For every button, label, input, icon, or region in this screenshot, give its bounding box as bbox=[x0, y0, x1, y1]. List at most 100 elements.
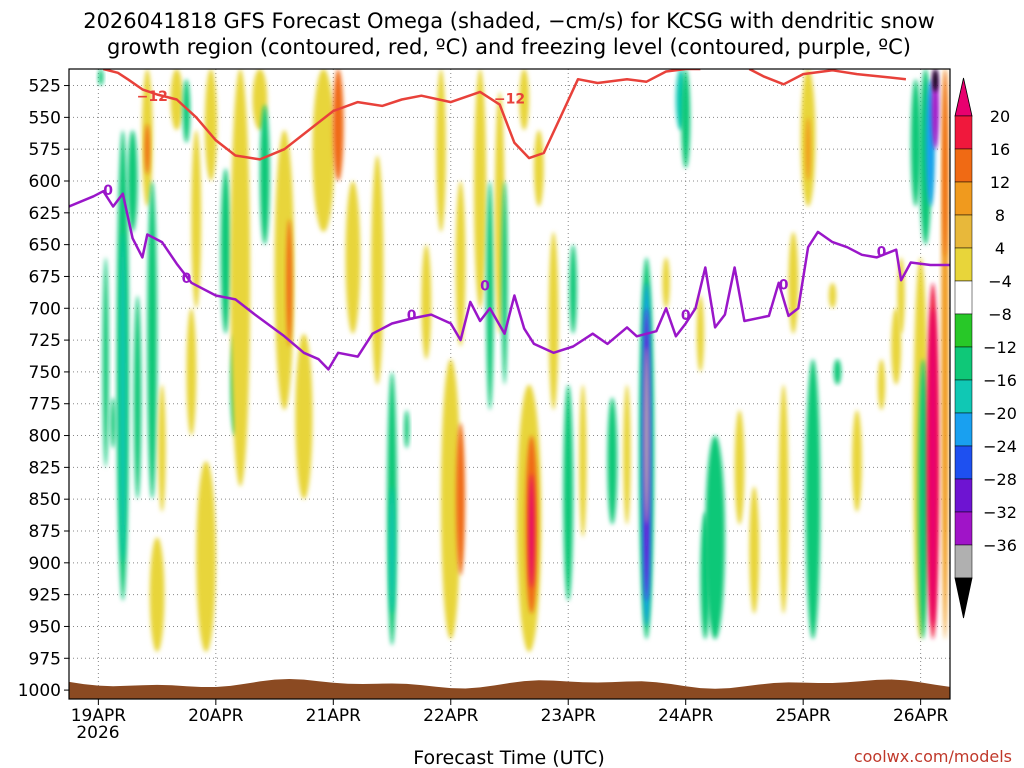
omega-region-51 bbox=[607, 397, 618, 525]
y-tick-label: 1000 bbox=[18, 681, 61, 701]
x-tick-label: 21APR bbox=[306, 706, 362, 726]
plot-area: −12 −12 0 0 0 0 0 0 0 bbox=[68, 68, 951, 700]
colorbar-swatch bbox=[954, 115, 973, 150]
y-tick-label: 950 bbox=[29, 617, 61, 637]
omega-region-28 bbox=[345, 181, 361, 334]
omega-region-24 bbox=[286, 219, 293, 347]
colorbar-label: −20 bbox=[983, 404, 1017, 423]
omega-region-82 bbox=[932, 69, 938, 92]
colorbar-label: −4 bbox=[988, 272, 1012, 291]
omega-region-86 bbox=[942, 69, 948, 258]
omega-region-11 bbox=[158, 384, 166, 512]
omega-region-33 bbox=[421, 244, 432, 360]
colorbar-label: −24 bbox=[983, 437, 1017, 456]
omega-region-50 bbox=[579, 384, 587, 538]
omega-region-6 bbox=[133, 295, 142, 500]
omega-region-25 bbox=[295, 333, 313, 500]
freezing-contour-label: 0 bbox=[681, 308, 691, 324]
x-tick-label: 24APR bbox=[658, 706, 714, 726]
y-tick-label: 825 bbox=[29, 458, 61, 478]
omega-region-42 bbox=[519, 69, 530, 131]
colorbar-label: 8 bbox=[995, 206, 1005, 225]
chart-title-line1: 2026041818 GFS Forecast Omega (shaded, −… bbox=[83, 9, 935, 33]
omega-region-57 bbox=[662, 257, 670, 309]
freezing-contour-label: 0 bbox=[103, 183, 113, 199]
omega-region-8 bbox=[144, 123, 150, 175]
x-tick-label: 26APR bbox=[893, 706, 949, 726]
omega-region-16 bbox=[196, 461, 216, 652]
omega-region-15 bbox=[191, 130, 202, 309]
freezing-contour-label: 0 bbox=[407, 308, 417, 324]
omega-region-31 bbox=[389, 486, 395, 614]
omega-region-78 bbox=[918, 359, 928, 640]
temperature-contours: −12 −12 0 0 0 0 0 0 0 bbox=[69, 69, 950, 371]
omega-region-38 bbox=[474, 69, 487, 309]
colorbar-label: −8 bbox=[988, 305, 1012, 324]
omega-region-76 bbox=[910, 79, 921, 207]
omega-region-35 bbox=[440, 359, 461, 640]
colorbar-swatch bbox=[954, 313, 973, 348]
omega-region-39 bbox=[486, 180, 494, 411]
omega-region-65 bbox=[778, 384, 789, 614]
omega-region-13 bbox=[182, 79, 191, 143]
omega-region-84 bbox=[928, 308, 937, 627]
omega-region-26 bbox=[312, 69, 335, 232]
omega-region-5 bbox=[127, 130, 138, 232]
freezing-contour-label: 0 bbox=[779, 277, 789, 293]
omega-region-71 bbox=[833, 359, 842, 385]
y-tick-label: 625 bbox=[29, 204, 61, 224]
omega-region-18 bbox=[220, 168, 231, 334]
colorbar-legend: 20 16 12 8 4 −4 −8 −12 −16 −20 −24 −28 −32 −36 bbox=[954, 77, 1017, 619]
dgz-contour-label: −12 bbox=[494, 92, 525, 108]
colorbar-label: −32 bbox=[983, 503, 1017, 522]
omega-region-22 bbox=[259, 104, 270, 245]
omega-region-63 bbox=[734, 410, 745, 525]
colorbar-label: 20 bbox=[990, 107, 1010, 126]
omega-region-74 bbox=[891, 308, 902, 385]
dgz-minus12-contour-b bbox=[748, 69, 907, 86]
colorbar-label: 16 bbox=[990, 140, 1010, 159]
omega-shading bbox=[98, 69, 949, 652]
freezing-contour-label: 0 bbox=[480, 279, 490, 295]
x-axis-label: Forecast Time (UTC) bbox=[413, 747, 604, 768]
colorbar-swatch bbox=[954, 379, 973, 414]
y-tick-label: 575 bbox=[29, 140, 61, 160]
omega-region-70 bbox=[828, 282, 837, 309]
y-tick-label: 925 bbox=[29, 586, 61, 606]
omega-region-9 bbox=[147, 181, 158, 500]
colorbar-swatch bbox=[954, 181, 973, 216]
y-tick-label: 975 bbox=[29, 649, 61, 669]
omega-region-4 bbox=[119, 231, 126, 563]
omega-region-81 bbox=[931, 69, 939, 150]
colorbar-label: −16 bbox=[983, 371, 1017, 390]
freezing-contour-label: 0 bbox=[877, 244, 887, 260]
y-tick-label: 850 bbox=[29, 490, 61, 510]
y-tick-label: 700 bbox=[29, 299, 61, 319]
y-tick-label: 600 bbox=[29, 172, 61, 192]
colorbar-label: 4 bbox=[995, 239, 1005, 258]
chart-title-line2: growth region (contoured, red, ºC) and f… bbox=[107, 35, 911, 59]
colorbar-label: 12 bbox=[990, 173, 1010, 192]
omega-region-47 bbox=[548, 231, 559, 411]
omega-region-49 bbox=[569, 244, 577, 334]
colorbar-bottom-arrow bbox=[954, 577, 973, 619]
colorbar-swatch bbox=[954, 214, 973, 249]
omega-region-2 bbox=[110, 397, 116, 449]
colorbar-swatch bbox=[954, 346, 973, 381]
omega-region-45 bbox=[529, 473, 535, 589]
y-tick-label: 550 bbox=[29, 108, 61, 128]
omega-region-14 bbox=[186, 308, 197, 436]
y-tick-label: 525 bbox=[29, 77, 61, 97]
omega-region-0 bbox=[98, 69, 104, 86]
omega-region-41 bbox=[501, 181, 508, 385]
y-tick-label: 800 bbox=[29, 427, 61, 447]
omega-region-46 bbox=[533, 130, 544, 207]
omega-region-62 bbox=[705, 435, 725, 640]
dgz-minus12-contour bbox=[102, 69, 701, 161]
y-tick-label: 775 bbox=[29, 395, 61, 415]
y-tick-label: 725 bbox=[29, 331, 61, 351]
omega-region-32 bbox=[404, 410, 410, 449]
colorbar-swatch bbox=[954, 247, 973, 282]
omega-region-60 bbox=[696, 295, 705, 372]
colorbar-swatch bbox=[954, 280, 973, 315]
